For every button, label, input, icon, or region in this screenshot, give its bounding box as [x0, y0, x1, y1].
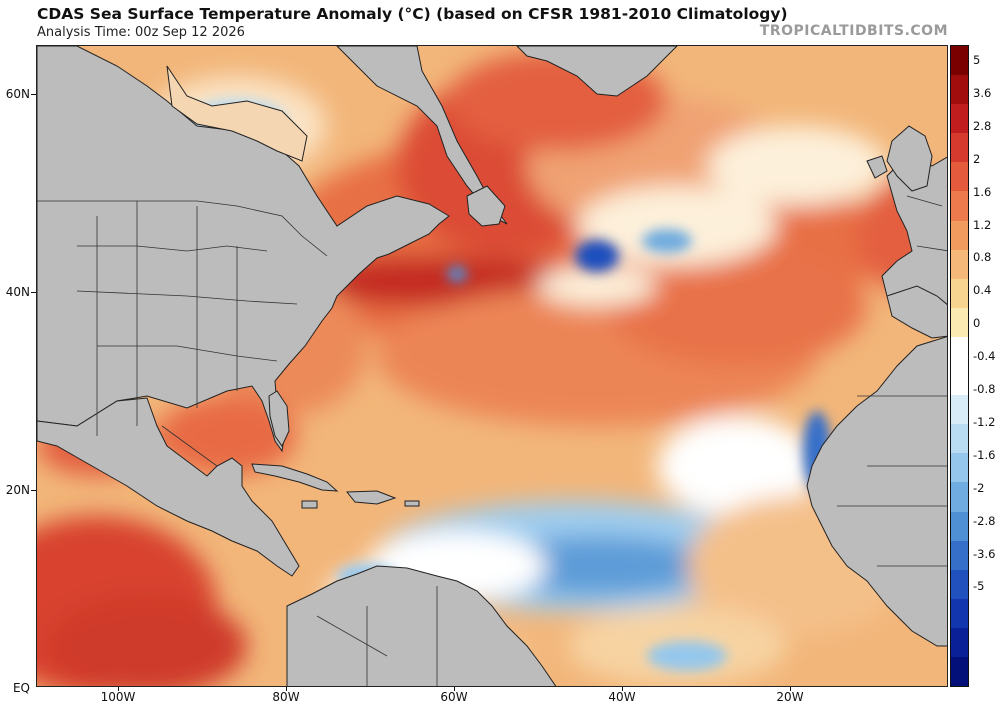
colorbar-swatch: [951, 482, 968, 512]
colorbar-swatch: [951, 249, 968, 279]
central-america: [37, 397, 300, 577]
sst-anomaly-map[interactable]: [36, 45, 948, 687]
colorbar-swatch: [951, 424, 968, 454]
political-borders: [37, 195, 947, 686]
colorbar-swatch: [951, 278, 968, 308]
analysis-time: Analysis Time: 00z Sep 12 2026: [37, 25, 245, 40]
greenland: [516, 46, 678, 97]
colorbar-swatch: [951, 191, 968, 221]
lon-tick: [118, 687, 119, 691]
colorbar-swatch: [951, 627, 968, 657]
british-isles: [886, 125, 933, 192]
colorbar-label: -0.4: [973, 349, 996, 364]
colorbar-label: -3.6: [973, 546, 996, 561]
anomaly-colorbar: [950, 45, 969, 687]
colorbar-label: -2.8: [973, 513, 996, 528]
colorbar-swatch: [951, 75, 968, 105]
lon-label-80w: 80W: [272, 690, 300, 704]
colorbar-swatch: [951, 395, 968, 425]
colorbar-label: 1.2: [973, 217, 992, 232]
colorbar-swatch: [951, 366, 968, 396]
colorbar-label: -1.6: [973, 447, 996, 462]
colorbar-label: 2: [973, 151, 981, 166]
lat-label-40n: 40N: [5, 285, 30, 299]
south-america: [286, 565, 557, 686]
colorbar-swatch: [951, 336, 968, 367]
colorbar-swatch: [951, 569, 968, 599]
colorbar-swatch: [951, 511, 968, 541]
lon-label-40w: 40W: [608, 690, 636, 704]
colorbar-swatch: [951, 133, 968, 163]
lon-label-100w: 100W: [100, 690, 136, 704]
colorbar-label: 0.4: [973, 283, 992, 298]
colorbar-label: -0.8: [973, 382, 996, 396]
lon-tick: [790, 687, 791, 691]
lon-label-60w: 60W: [440, 690, 468, 704]
colorbar-swatch: [951, 104, 968, 134]
colorbar-label: -1.2: [973, 414, 996, 429]
colorbar-label: -5: [973, 579, 985, 594]
lat-label-20n: 20N: [5, 483, 30, 497]
lat-tick: [31, 292, 36, 293]
colorbar-label: 3.6: [973, 85, 992, 100]
colorbar-label: 1.6: [973, 184, 992, 199]
colorbar-label: -2: [973, 480, 985, 495]
lat-label-60n: 60N: [5, 87, 30, 101]
colorbar-swatch: [951, 453, 968, 483]
lon-tick: [454, 687, 455, 691]
lat-tick: [31, 490, 36, 491]
colorbar-swatch: [951, 598, 968, 628]
colorbar-swatch: [951, 656, 968, 687]
colorbar-label: 5: [973, 53, 981, 67]
lon-label-20w: 20W: [776, 690, 804, 704]
lat-tick: [31, 94, 36, 95]
colorbar-swatch: [951, 46, 968, 76]
colorbar-swatch: [951, 220, 968, 250]
colorbar-swatch: [951, 162, 968, 192]
land-masses: [37, 46, 947, 686]
africa: [806, 336, 947, 647]
colorbar-swatch: [951, 540, 968, 570]
lon-tick: [286, 687, 287, 691]
cuba: [251, 463, 339, 492]
lon-tick: [622, 687, 623, 691]
lat-label-eq: EQ: [12, 681, 30, 695]
colorbar-label: 0: [973, 316, 981, 331]
brand-watermark: TROPICALTIDBITS.COM: [759, 23, 948, 39]
colorbar-label: 0.8: [973, 250, 992, 265]
colorbar-label: 2.8: [973, 118, 992, 133]
map-title: CDAS Sea Surface Temperature Anomaly (°C…: [37, 5, 788, 23]
colorbar-swatch: [951, 307, 968, 337]
